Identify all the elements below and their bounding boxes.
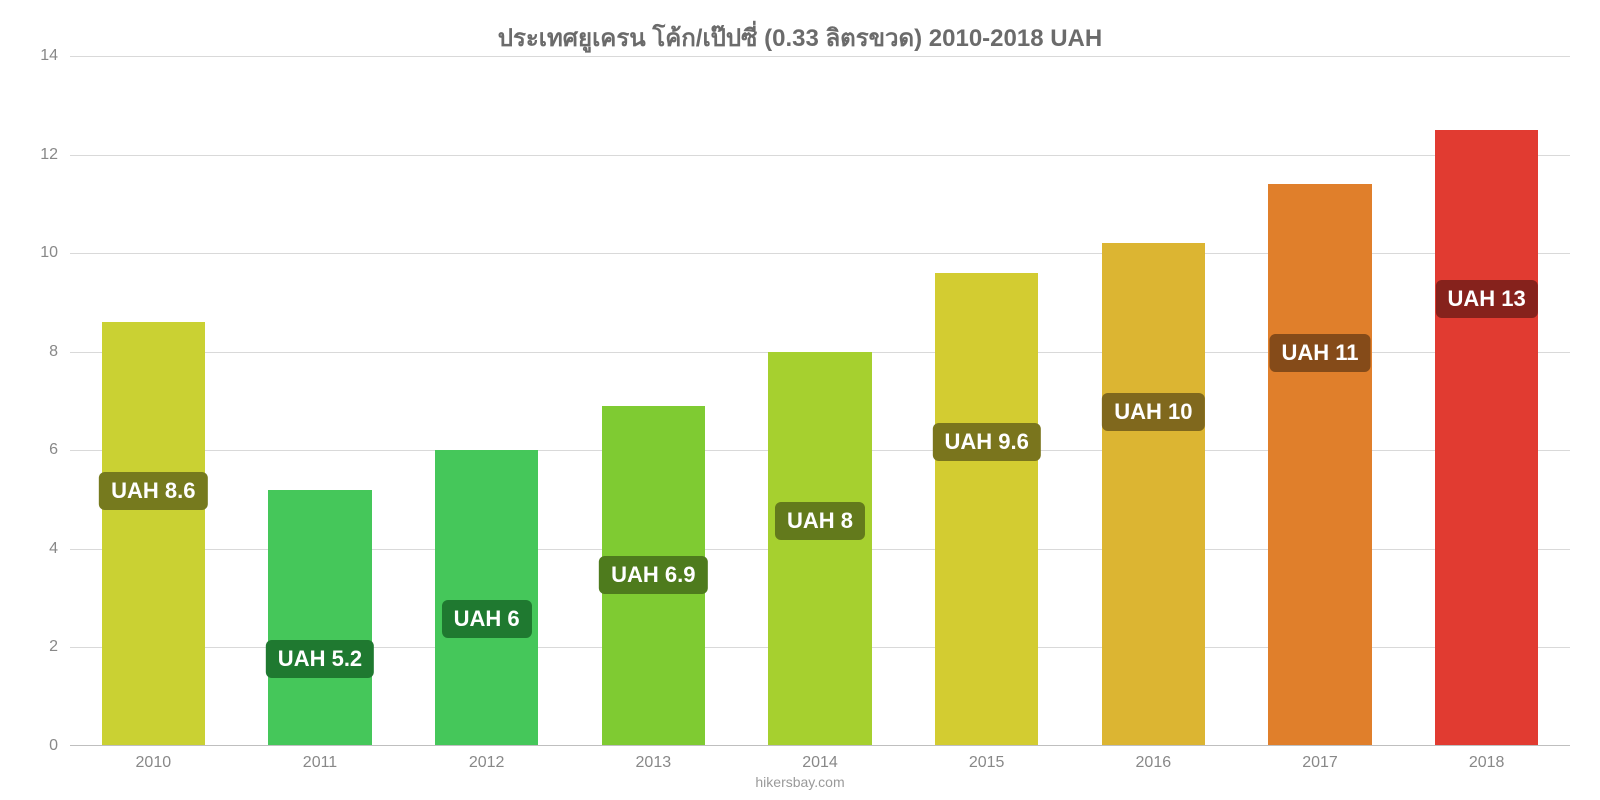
bar: UAH 6.9: [602, 406, 705, 746]
x-axis-line: [70, 745, 1570, 746]
y-tick-label: 4: [0, 540, 58, 558]
price-bar-chart: ประเทศยูเครน โค้ก/เป๊ปซี่ (0.33 ลิตรขวด)…: [0, 0, 1600, 800]
value-badge: UAH 5.2: [266, 640, 374, 678]
value-badge: UAH 6.9: [599, 556, 707, 594]
bar: UAH 8: [768, 352, 871, 746]
bar: UAH 6: [435, 450, 538, 746]
bar: UAH 5.2: [268, 490, 371, 746]
y-tick-label: 2: [0, 638, 58, 656]
x-tick-label: 2013: [636, 754, 672, 772]
value-badge: UAH 8: [775, 502, 865, 540]
y-tick-label: 10: [0, 244, 58, 262]
source-attribution: hikersbay.com: [0, 774, 1600, 790]
y-tick-label: 12: [0, 146, 58, 164]
y-tick-label: 14: [0, 47, 58, 65]
value-badge: UAH 8.6: [99, 472, 207, 510]
y-tick-label: 8: [0, 343, 58, 361]
x-tick-label: 2010: [136, 754, 172, 772]
plot-area: UAH 8.6 UAH 5.2 UAH 6 UAH 6.9 UAH 8 UAH 9.6 UA…: [70, 56, 1570, 746]
chart-title: ประเทศยูเครน โค้ก/เป๊ปซี่ (0.33 ลิตรขวด)…: [0, 18, 1600, 57]
bar: UAH 11: [1268, 184, 1371, 746]
bar: UAH 8.6: [102, 322, 205, 746]
gridline: [70, 155, 1570, 156]
bar: UAH 9.6: [935, 273, 1038, 746]
value-badge: UAH 13: [1436, 280, 1538, 318]
value-badge: UAH 10: [1102, 393, 1204, 431]
x-tick-label: 2014: [802, 754, 838, 772]
x-tick-label: 2016: [1136, 754, 1172, 772]
bar: UAH 10: [1102, 243, 1205, 746]
x-tick-label: 2011: [303, 754, 337, 772]
x-tick-label: 2015: [969, 754, 1005, 772]
value-badge: UAH 11: [1269, 334, 1370, 372]
x-tick-label: 2012: [469, 754, 505, 772]
value-badge: UAH 9.6: [932, 423, 1040, 461]
y-tick-label: 6: [0, 441, 58, 459]
bar: UAH 13: [1435, 130, 1538, 746]
x-tick-label: 2018: [1469, 754, 1505, 772]
x-tick-label: 2017: [1302, 754, 1338, 772]
gridline: [70, 56, 1570, 57]
value-badge: UAH 6: [442, 600, 532, 638]
y-tick-label: 0: [0, 737, 58, 755]
